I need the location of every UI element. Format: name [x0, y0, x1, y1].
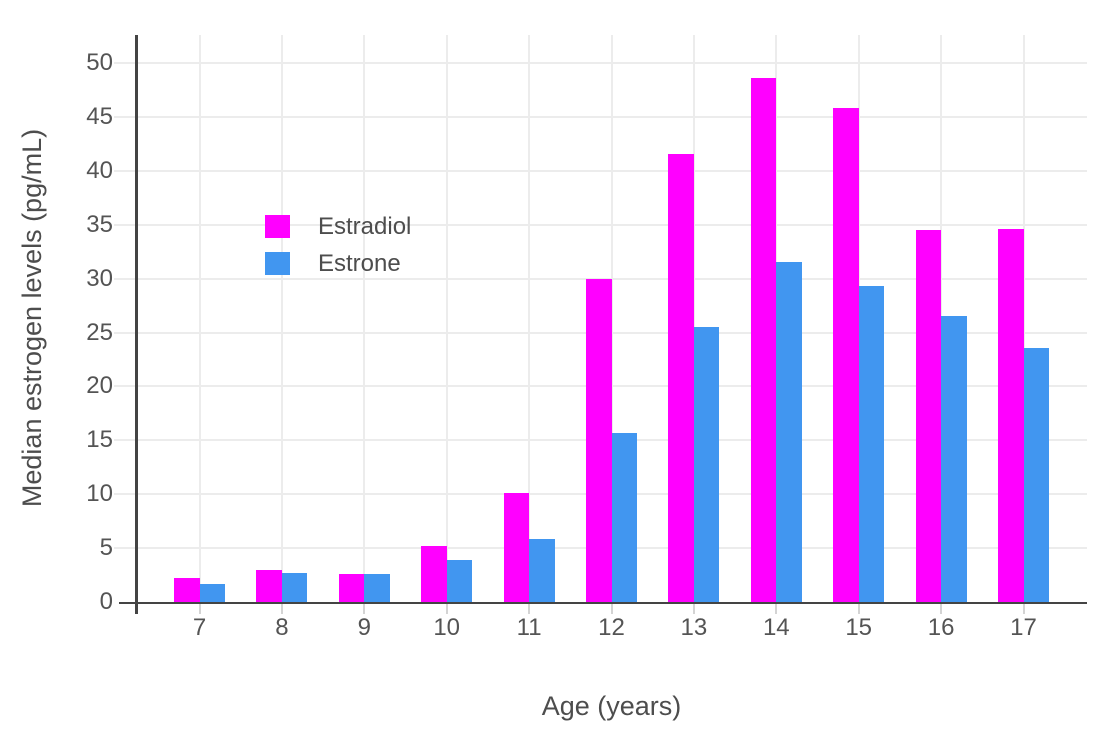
- bar-estrone-age-16: [941, 316, 967, 602]
- x-tick-label-10: 10: [433, 614, 461, 641]
- bar-estrone-age-13: [693, 327, 720, 602]
- v-gridline-10: [445, 35, 448, 602]
- h-gridline-40: [114, 169, 1087, 172]
- h-gridline-50: [114, 62, 1087, 64]
- y-tick-label-20: 20: [86, 372, 113, 400]
- v-gridline-8: [280, 35, 283, 602]
- x-tick-label-9: 9: [357, 614, 371, 641]
- bar-estrone-age-14: [776, 262, 802, 602]
- x-tick-10: [445, 604, 448, 614]
- y-tick-label-45: 45: [86, 102, 113, 130]
- bar-estrone-age-9: [364, 573, 390, 602]
- x-tick-label-7: 7: [192, 614, 207, 641]
- v-gridline-12: [610, 35, 613, 602]
- x-tick-label-12: 12: [598, 614, 625, 641]
- bar-estrone-age-11: [529, 539, 555, 602]
- x-tick-17: [1022, 604, 1025, 614]
- y-tick-label-25: 25: [86, 318, 113, 346]
- v-gridline-7: [198, 35, 201, 602]
- x-tick-8: [280, 604, 283, 614]
- x-tick-label-15: 15: [845, 614, 873, 641]
- legend-label-estrone: Estrone: [318, 250, 401, 277]
- x-tick-label-17: 17: [1010, 614, 1037, 641]
- x-tick-11: [528, 604, 531, 614]
- x-tick-label-14: 14: [762, 614, 790, 641]
- legend-label-estradiol: Estradiol: [318, 213, 412, 240]
- y-tick-label-30: 30: [86, 264, 113, 292]
- bar-estradiol-age-15: [833, 108, 859, 602]
- bar-estrone-age-7: [199, 583, 225, 602]
- x-tick-label-11: 11: [516, 614, 542, 641]
- legend-swatch-estrone[interactable]: [265, 252, 290, 275]
- h-gridline-35: [114, 223, 1087, 226]
- x-tick-15: [857, 604, 860, 614]
- x-tick-9: [363, 604, 366, 614]
- x-tick-label-13: 13: [680, 614, 708, 641]
- x-tick-7: [198, 604, 201, 614]
- bar-estrone-age-12: [611, 432, 637, 602]
- x-tick-14: [775, 604, 778, 614]
- bar-estrone-age-8: [281, 572, 308, 602]
- bar-estradiol-age-8: [256, 569, 282, 602]
- bar-estrone-age-10: [446, 559, 473, 602]
- x-axis-title: Age (years): [541, 691, 682, 721]
- h-gridline-45: [114, 115, 1087, 118]
- h-gridline-30: [114, 277, 1087, 280]
- y-tick-label-50: 50: [86, 49, 113, 76]
- bar-estradiol-age-11: [503, 493, 530, 602]
- x-tick-12: [610, 604, 613, 614]
- legend-swatch-estradiol[interactable]: [265, 215, 290, 238]
- bar-estradiol-age-17: [998, 229, 1024, 602]
- legend-item-estradiol[interactable]: Estradiol: [265, 213, 412, 240]
- y-axis-line: [135, 35, 138, 614]
- x-tick-label-16: 16: [927, 614, 955, 641]
- bar-estradiol-age-16: [915, 230, 942, 602]
- x-axis-line: [119, 601, 1087, 604]
- bar-estradiol-age-7: [174, 578, 200, 602]
- legend-item-estrone[interactable]: Estrone: [265, 250, 411, 277]
- bar-estrone-age-17: [1023, 347, 1049, 602]
- x-tick-13: [692, 604, 695, 614]
- legend: Estradiol Estrone: [265, 215, 411, 289]
- v-gridline-13: [692, 35, 695, 602]
- x-tick-label-8: 8: [275, 614, 289, 641]
- bar-estradiol-age-14: [750, 78, 777, 602]
- bar-estradiol-age-9: [338, 573, 365, 602]
- y-tick-label-35: 35: [86, 210, 113, 238]
- v-gridline-11: [528, 35, 531, 602]
- v-gridline-17: [1022, 35, 1025, 602]
- v-gridline-9: [363, 35, 366, 602]
- bar-estrone-age-15: [858, 286, 885, 602]
- y-tick-label-10: 10: [86, 480, 113, 508]
- plot-area: [114, 35, 1087, 602]
- y-tick-label-40: 40: [86, 156, 113, 184]
- bar-estradiol-age-12: [586, 278, 612, 602]
- x-tick-16: [940, 604, 943, 614]
- y-tick-label-5: 5: [99, 534, 113, 562]
- y-tick-label-0: 0: [99, 588, 113, 615]
- bar-estradiol-age-10: [421, 545, 447, 602]
- bar-estradiol-age-13: [668, 153, 694, 602]
- y-tick-label-15: 15: [86, 426, 113, 454]
